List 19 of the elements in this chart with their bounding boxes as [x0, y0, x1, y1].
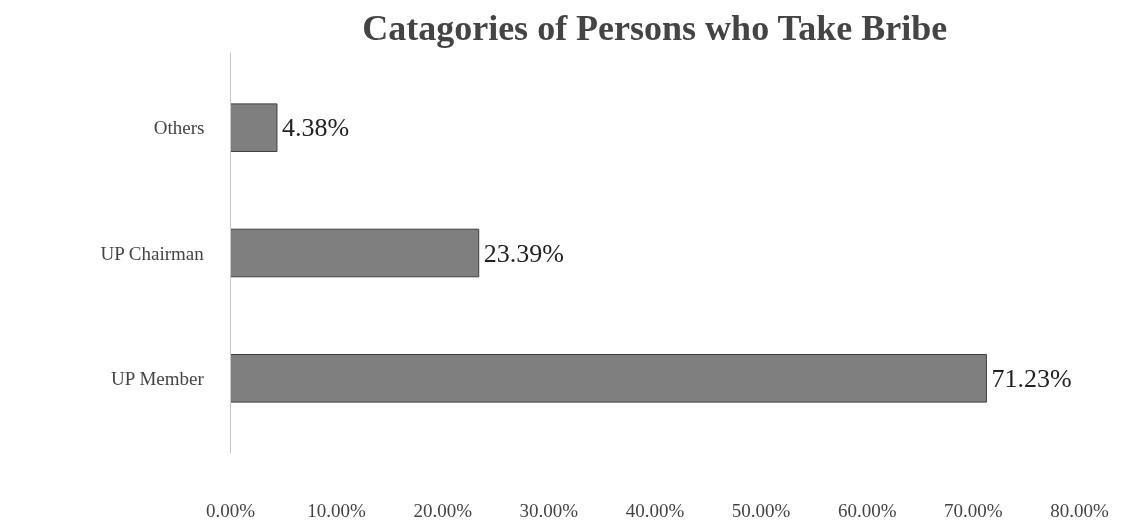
y-tick-label: Others [153, 117, 205, 139]
x-tick-label: 0.00% [205, 499, 256, 521]
y-tick-label: UP Chairman [100, 242, 205, 264]
x-tick-label: 40.00% [625, 499, 685, 521]
x-tick-label: 50.00% [731, 499, 791, 521]
x-tick-label: 10.00% [307, 499, 367, 521]
bar [230, 103, 278, 152]
y-tick-label: UP Member [111, 367, 205, 389]
x-tick-label: 30.00% [519, 499, 579, 521]
x-tick-label: 20.00% [413, 499, 473, 521]
chart-title: Catagories of Persons who Take Bribe [362, 7, 948, 48]
bar [230, 228, 480, 278]
data-label: 71.23% [991, 363, 1072, 393]
data-label: 4.38% [281, 113, 350, 143]
x-tick-label: 60.00% [837, 499, 897, 521]
x-tick-label: 80.00% [1050, 499, 1109, 521]
bar [230, 354, 987, 403]
x-tick-label: 70.00% [944, 499, 1003, 521]
data-label: 23.39% [483, 238, 564, 268]
